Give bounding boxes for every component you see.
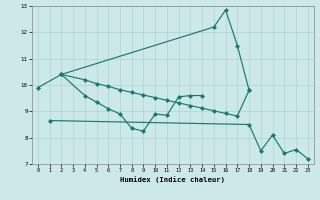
X-axis label: Humidex (Indice chaleur): Humidex (Indice chaleur) — [120, 176, 225, 183]
